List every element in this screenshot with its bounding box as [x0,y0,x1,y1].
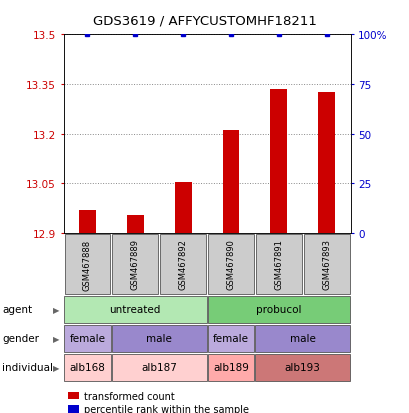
Text: GSM467891: GSM467891 [274,239,283,290]
Text: male: male [289,334,315,344]
Bar [255,354,349,381]
Bar [222,131,239,233]
Text: GSM467892: GSM467892 [178,239,187,290]
Text: male: male [146,334,172,344]
Bar [174,182,191,233]
Bar [207,325,254,352]
Text: female: female [212,334,248,344]
Bar [64,296,206,323]
Bar [255,325,349,352]
Text: agent: agent [2,305,32,315]
Bar [79,210,96,233]
Text: GSM467889: GSM467889 [130,239,139,290]
Text: alb193: alb193 [284,363,320,373]
Text: GSM467888: GSM467888 [83,239,92,290]
Text: female: female [69,334,105,344]
Text: gender: gender [2,334,39,344]
Bar [207,296,349,323]
Text: GSM467890: GSM467890 [226,239,235,290]
Bar [112,234,158,295]
Bar [160,234,206,295]
Text: transformed count: transformed count [84,391,174,401]
Text: ▶: ▶ [53,334,60,343]
Text: probucol: probucol [256,305,301,315]
Bar [64,234,110,295]
Bar [112,354,206,381]
Bar [112,325,206,352]
Bar [127,215,143,233]
Bar [207,234,253,295]
Bar [64,325,110,352]
Bar [303,234,349,295]
Text: alb187: alb187 [141,363,177,373]
Text: percentile rank within the sample: percentile rank within the sample [84,404,248,413]
Text: GSM467893: GSM467893 [321,239,330,290]
Bar [64,354,110,381]
Text: GDS3619 / AFFYCUSTOMHF18211: GDS3619 / AFFYCUSTOMHF18211 [93,14,316,27]
Text: ▶: ▶ [53,305,60,314]
Text: ▶: ▶ [53,363,60,372]
Bar [255,234,301,295]
Text: individual: individual [2,363,53,373]
Text: untreated: untreated [109,305,161,315]
Text: alb189: alb189 [213,363,248,373]
Bar [317,93,334,233]
Bar [270,90,286,233]
Bar [207,354,254,381]
Text: alb168: alb168 [70,363,105,373]
